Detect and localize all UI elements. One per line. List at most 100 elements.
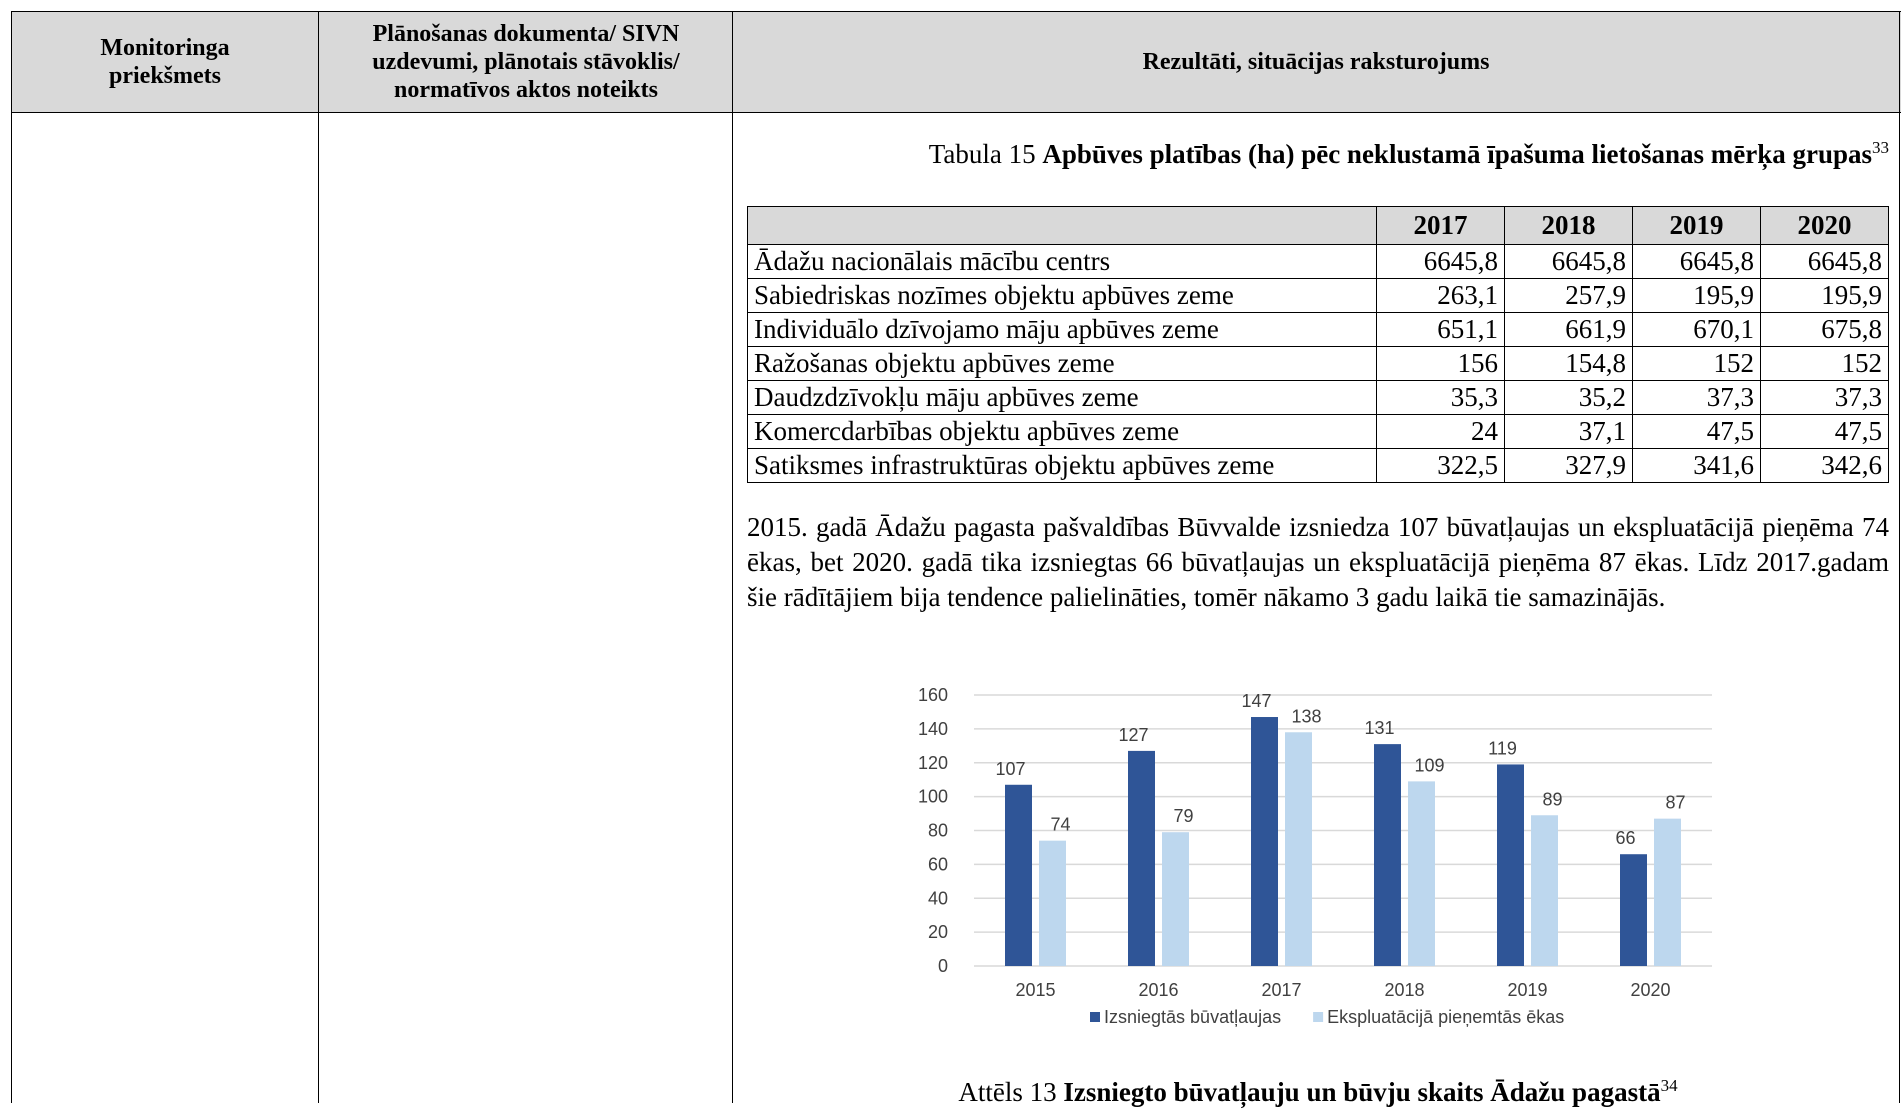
bar <box>1408 781 1435 966</box>
table-cell: 195,9 <box>1760 278 1889 313</box>
y-tick-label: 100 <box>918 787 948 807</box>
value-label: 147 <box>1241 691 1271 711</box>
value-label: 127 <box>1118 725 1148 745</box>
table-row: Komercdarbības objektu apbūves zeme 24 37,… <box>747 414 1889 449</box>
table-cell: Satiksmes infrastruktūras objektu apbūve… <box>747 448 1377 483</box>
header-cell: Rezultāti, situācijas raksturojums <box>1142 49 1490 75</box>
table-row: Ražošanas objektu apbūves zeme 156 154,8 15… <box>747 346 1889 381</box>
y-tick-label: 120 <box>918 753 948 773</box>
table-row: Ādažu nacionālais mācību centrs 6645,8 664… <box>747 244 1889 279</box>
table-cell: Ražošanas objektu apbūves zeme <box>747 346 1377 381</box>
border <box>318 11 319 1103</box>
table-cell: 195,9 <box>1632 278 1761 313</box>
x-tick-label: 2016 <box>1138 980 1178 1000</box>
legend-swatch <box>1313 1012 1324 1022</box>
table-cell: 47,5 <box>1632 414 1761 449</box>
table-cell: 661,9 <box>1504 312 1633 347</box>
y-tick-label: 20 <box>928 922 948 942</box>
bar <box>1285 732 1312 966</box>
table-cell: Ādažu nacionālais mācību centrs <box>747 244 1377 279</box>
bar <box>1039 840 1066 966</box>
value-label: 138 <box>1291 706 1321 726</box>
bar <box>1251 717 1278 966</box>
table-cell: 322,5 <box>1376 448 1505 483</box>
value-label: 89 <box>1542 789 1562 809</box>
paragraph: 2015. gadā Ādažu pagasta pašvaldības Būv… <box>747 512 1889 612</box>
table-cell: 6645,8 <box>1632 244 1761 279</box>
table-cell: Daudzdzīvokļu māju apbūves zeme <box>747 380 1377 415</box>
bar <box>1005 784 1032 966</box>
table-cell: 341,6 <box>1632 448 1761 483</box>
table-row: Daudzdzīvokļu māju apbūves zeme 35,3 35,2 3… <box>747 380 1889 415</box>
table-header-row: 2017 2018 2019 2020 <box>747 206 1889 245</box>
value-label: 87 <box>1665 793 1685 813</box>
table-cell: 47,5 <box>1760 414 1889 449</box>
caption-title: Izsniegto būvatļauju un būvju skaits Āda… <box>1063 1077 1661 1107</box>
legend-label: Ekspluatācijā pieņemtās ēkas <box>1327 1007 1564 1027</box>
table-header-cell: 2019 <box>1632 206 1761 245</box>
footnote: 34 <box>1660 1076 1678 1095</box>
header-bg <box>11 11 1901 113</box>
bar <box>1620 854 1647 966</box>
table-cell: Komercdarbības objektu apbūves zeme <box>747 414 1377 449</box>
table-cell: 154,8 <box>1504 346 1633 381</box>
y-tick-label: 40 <box>928 888 948 908</box>
table-cell: 670,1 <box>1632 312 1761 347</box>
header-cell: Plānošanas dokumenta/ SIVN uzdevumi, plā… <box>372 21 680 103</box>
table-header-cell: 2017 <box>1376 206 1505 245</box>
table-cell: 37,3 <box>1760 380 1889 415</box>
border <box>11 11 12 1103</box>
y-tick-label: 160 <box>918 685 948 705</box>
table-cell: 35,2 <box>1504 380 1633 415</box>
bar <box>1654 818 1681 966</box>
x-tick-label: 2019 <box>1507 980 1547 1000</box>
value-label: 119 <box>1488 738 1517 758</box>
table-cell: 37,1 <box>1504 414 1633 449</box>
table-cell: 6645,8 <box>1504 244 1633 279</box>
table-cell: 37,3 <box>1632 380 1761 415</box>
table-row: Sabiedriskas nozīmes objektu apbūves zem… <box>747 278 1889 313</box>
table-cell: 152 <box>1632 346 1761 381</box>
value-label: 79 <box>1173 806 1193 826</box>
table-cell: 24 <box>1376 414 1505 449</box>
bar <box>1374 744 1401 966</box>
table-cell: 257,9 <box>1504 278 1633 313</box>
bar <box>1497 764 1524 966</box>
header-cell: Monitoringa priekšmets <box>100 35 230 89</box>
value-label: 107 <box>995 759 1025 779</box>
table-cell: 327,9 <box>1504 448 1633 483</box>
table-caption: Tabula 15 Apbūves platības (ha) pēc nekl… <box>747 130 1889 172</box>
x-tick-label: 2015 <box>1015 980 1055 1000</box>
legend-swatch <box>1090 1012 1100 1022</box>
border <box>732 11 733 1103</box>
chart: 0 20 40 60 80 100 120 140 160 2015 107 74 2016 127 79 2… <box>918 685 1712 1027</box>
bar <box>1531 815 1558 966</box>
table-cell: 675,8 <box>1760 312 1889 347</box>
table-header-cell <box>747 206 1377 245</box>
table-cell: 6645,8 <box>1376 244 1505 279</box>
value-label: 66 <box>1615 828 1635 848</box>
table-row: Individuālo dzīvojamo māju apbūves zeme 6… <box>747 312 1889 347</box>
table-cell: 6645,8 <box>1760 244 1889 279</box>
legend-label: Izsniegtās būvatļaujas <box>1104 1007 1281 1027</box>
table-cell: 651,1 <box>1376 312 1505 347</box>
table-header-cell: 2018 <box>1504 206 1633 245</box>
table-cell: Sabiedriskas nozīmes objektu apbūves zem… <box>747 278 1377 313</box>
bar <box>1162 832 1189 966</box>
figure-caption: Attēls 13 Izsniegto būvatļauju un būvju … <box>747 1068 1889 1110</box>
y-tick-label: 0 <box>938 956 948 976</box>
y-tick-label: 80 <box>928 821 948 841</box>
value-label: 109 <box>1414 755 1444 775</box>
table-cell: 152 <box>1760 346 1889 381</box>
table-header-cell: 2020 <box>1760 206 1889 245</box>
value-label: 131 <box>1364 718 1394 738</box>
x-tick-label: 2020 <box>1630 980 1670 1000</box>
table-cell: 263,1 <box>1376 278 1505 313</box>
table-cell: 342,6 <box>1760 448 1889 483</box>
caption-label: Attēls 13 <box>958 1077 1057 1107</box>
table-cell: 156 <box>1376 346 1505 381</box>
y-tick-label: 60 <box>928 854 948 874</box>
caption-label: Tabula 15 <box>928 139 1036 169</box>
table-cell: 35,3 <box>1376 380 1505 415</box>
